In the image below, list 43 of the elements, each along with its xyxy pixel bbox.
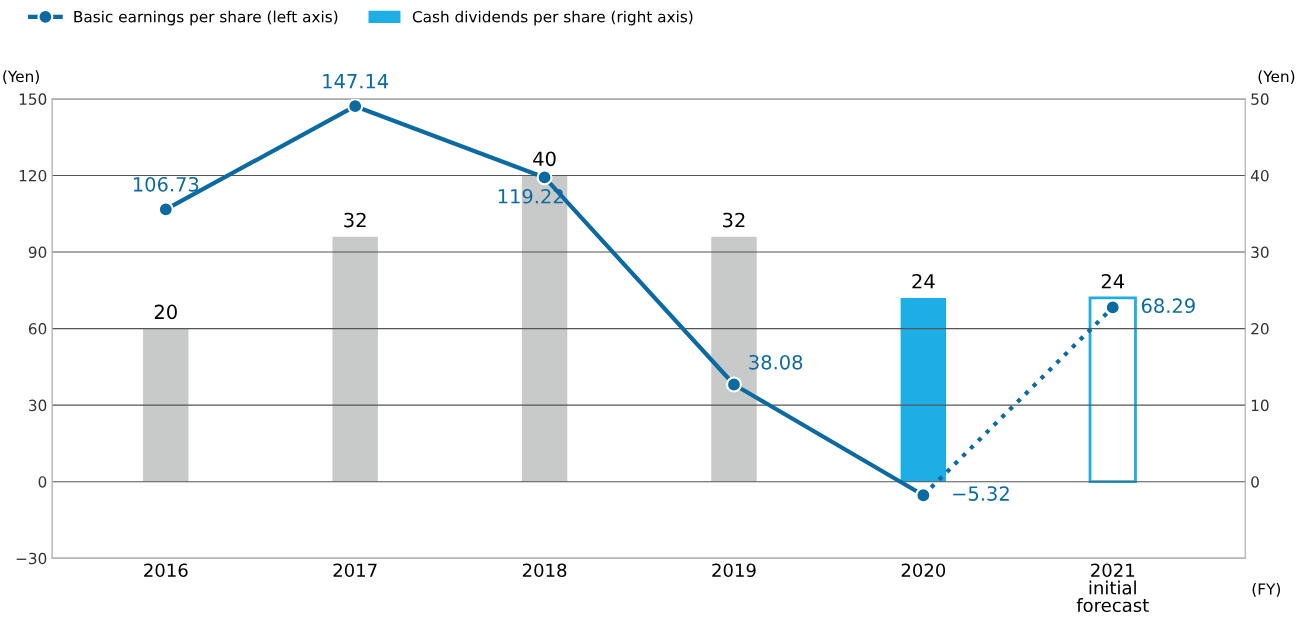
y-tick-label: 150 [19,93,47,105]
y2-axis-title: (Yen) [1258,70,1295,84]
y2-tick-label: 0 [1251,476,1259,488]
data-label: 147.14 [323,74,389,89]
y-tick-label: 30 [29,399,47,412]
point [725,376,742,393]
y2-tick-label: 10 [1251,399,1269,412]
data-label: 38.08 [749,354,803,370]
bar [1088,296,1137,484]
legend-label: Cash dividends per share (right axis) [412,10,693,26]
y-axis-title: (Yen) [3,70,39,84]
y-tick-label: 120 [19,169,47,182]
point [157,201,174,218]
y-tick-label: −30 [16,552,47,565]
bar [143,328,189,482]
y2-tick-label: 20 [1251,323,1269,335]
data-label: 20 [154,304,177,320]
y-tick-label: 60 [28,323,47,335]
x-axis-title: (FY) [1252,583,1281,597]
bar [332,236,378,482]
data-label: 68.29 [1141,298,1195,314]
y2-tick-label: 30 [1251,246,1269,259]
x-tick-label: 2017 [333,563,377,578]
y2-tick-label: 40 [1250,169,1269,182]
y-tick-label: 0 [38,476,47,488]
x-tick-label: 2019 [712,563,756,578]
x-tick-label: 2018 [522,563,567,578]
point [1104,299,1121,316]
point [536,169,553,186]
data-label: 40 [533,151,556,167]
data-label: 106.73 [133,176,199,192]
data-label: 24 [912,273,935,289]
legend-label: Basic earnings per share (left axis) [74,10,338,26]
data-label: 24 [1101,273,1125,289]
x-tick-label: 2021 initial forecast [1076,563,1149,613]
data-label: 32 [344,212,366,228]
x-tick-label: 2020 [901,563,946,578]
bar [900,297,947,482]
data-label: −5.32 [953,486,1009,501]
data-label: 32 [723,212,745,228]
x-tick-label: 2016 [144,563,188,578]
y-tick-label: 90 [28,246,47,259]
y2-tick-label: 50 [1251,93,1269,105]
